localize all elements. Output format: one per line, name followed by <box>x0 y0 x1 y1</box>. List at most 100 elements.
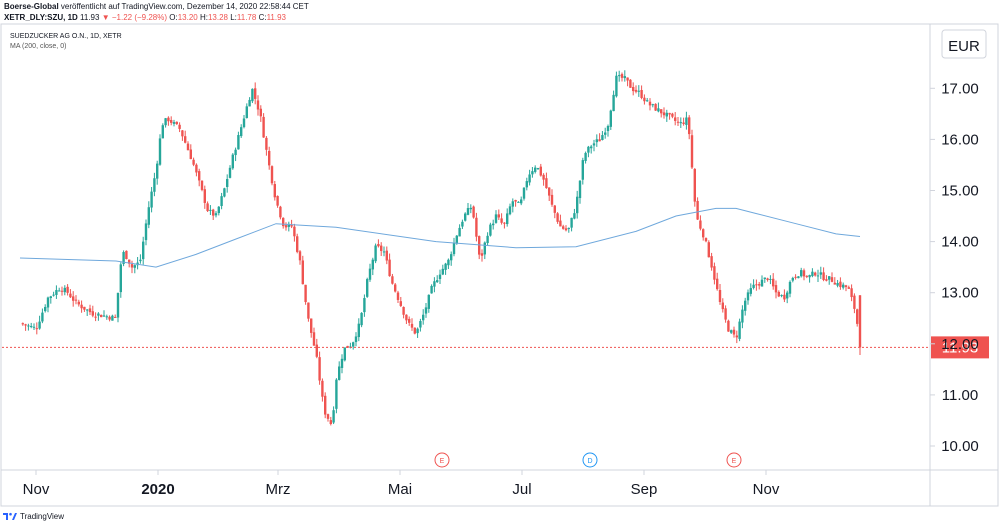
candle-up <box>567 227 570 229</box>
candle-up <box>763 277 766 279</box>
candle-up <box>730 330 733 333</box>
candle-down <box>256 100 260 110</box>
candle-down <box>562 226 565 229</box>
candle-down <box>77 301 80 305</box>
symbol-header: XETR_DLY:SZU, 1D 11.93 ▼ −1.22 (−9.28%) … <box>4 13 286 23</box>
candle-up <box>791 277 794 281</box>
candle-down <box>380 245 383 251</box>
candle-up <box>27 325 30 327</box>
candle-up <box>517 201 520 203</box>
price-tick-label: 15.00 <box>941 183 979 200</box>
price-tick-label: 16.00 <box>941 131 979 148</box>
last-price-box <box>931 336 989 359</box>
candle-up <box>528 174 531 183</box>
candle-down <box>755 284 758 286</box>
event-label: D <box>587 458 592 465</box>
last-price-value: 11.93 <box>80 13 100 22</box>
time-tick-label: Nov <box>23 481 50 498</box>
last-price-label: 11.93 <box>942 339 978 356</box>
candle-down <box>394 284 397 292</box>
candle-up <box>494 214 498 223</box>
candle-down <box>772 278 775 287</box>
candle-down <box>307 302 310 319</box>
low-label: L: <box>230 13 237 22</box>
candle-up <box>819 272 822 275</box>
candle-up <box>525 181 528 188</box>
price-tick-label: 17.00 <box>941 80 979 97</box>
candle-up <box>338 366 341 380</box>
candle-up <box>97 313 100 316</box>
candle-down <box>556 213 559 222</box>
candle-down <box>377 243 380 247</box>
candle-up <box>464 213 467 221</box>
candle-down <box>814 272 817 276</box>
candle-down <box>676 121 680 123</box>
candle-up <box>52 294 55 296</box>
candle-up <box>366 279 369 297</box>
time-tick-label: Jul <box>512 481 531 498</box>
candle-down <box>626 77 629 81</box>
candle-up <box>105 316 108 318</box>
candle-down <box>774 285 778 293</box>
publisher-name: Boerse-Global <box>4 2 59 11</box>
close-label: C: <box>258 13 267 22</box>
candle-down <box>688 117 691 135</box>
candle-up <box>531 171 534 175</box>
candle-down <box>856 309 859 324</box>
candle-down <box>298 251 302 261</box>
candle-up <box>441 268 444 275</box>
candle-up <box>32 326 36 328</box>
candle-up <box>360 312 363 326</box>
candle-up <box>637 90 640 92</box>
candle-up <box>587 146 590 153</box>
candle-up <box>651 104 654 106</box>
change-value: −1.22 (−9.28%) <box>111 13 168 22</box>
candle-down <box>833 282 836 285</box>
time-tick-label: Mrz <box>266 481 291 498</box>
candle-down <box>312 332 316 346</box>
candle-down <box>850 288 853 298</box>
candle-down <box>758 284 761 286</box>
candle-down <box>548 187 551 196</box>
candle-down <box>668 112 671 115</box>
candle-down <box>268 150 271 166</box>
price-axis: 10.00 11.00 12.00 13.00 14.00 15.00 16.00 17.00 <box>930 80 979 455</box>
candle-up <box>534 167 537 172</box>
candle-down <box>167 117 170 122</box>
candle-down <box>108 316 111 320</box>
candle-down <box>671 113 674 117</box>
candle-up <box>332 410 335 423</box>
candle-down <box>598 139 601 142</box>
candle-up <box>486 235 489 244</box>
candles-layer <box>21 70 862 426</box>
candle-down <box>35 328 38 330</box>
candle-up <box>752 284 755 288</box>
currency-badge[interactable] <box>941 29 987 59</box>
price-tick-label: 11.00 <box>942 387 978 404</box>
candle-down <box>654 103 657 111</box>
candle-down <box>783 294 786 300</box>
candle-down <box>480 253 484 256</box>
candle-down <box>629 79 632 88</box>
symbol-label: XETR_DLY:SZU, 1D <box>4 13 78 22</box>
candle-up <box>111 315 114 321</box>
event-label: E <box>732 458 737 465</box>
candle-down <box>542 174 545 180</box>
candle-up <box>41 312 44 322</box>
candle-down <box>170 119 173 123</box>
candle-down <box>284 225 288 228</box>
candle-down <box>203 189 206 203</box>
candle-down <box>265 137 268 150</box>
candle-up <box>492 223 495 226</box>
candle-up <box>520 199 523 204</box>
candle-up <box>842 284 845 288</box>
candle-down <box>822 272 825 281</box>
candle-up <box>780 295 783 297</box>
candle-down <box>198 171 201 181</box>
candle-down <box>399 301 402 306</box>
candle-up <box>511 201 514 207</box>
candle-down <box>539 166 542 176</box>
candle-up <box>357 323 360 338</box>
candle-down <box>545 178 548 189</box>
